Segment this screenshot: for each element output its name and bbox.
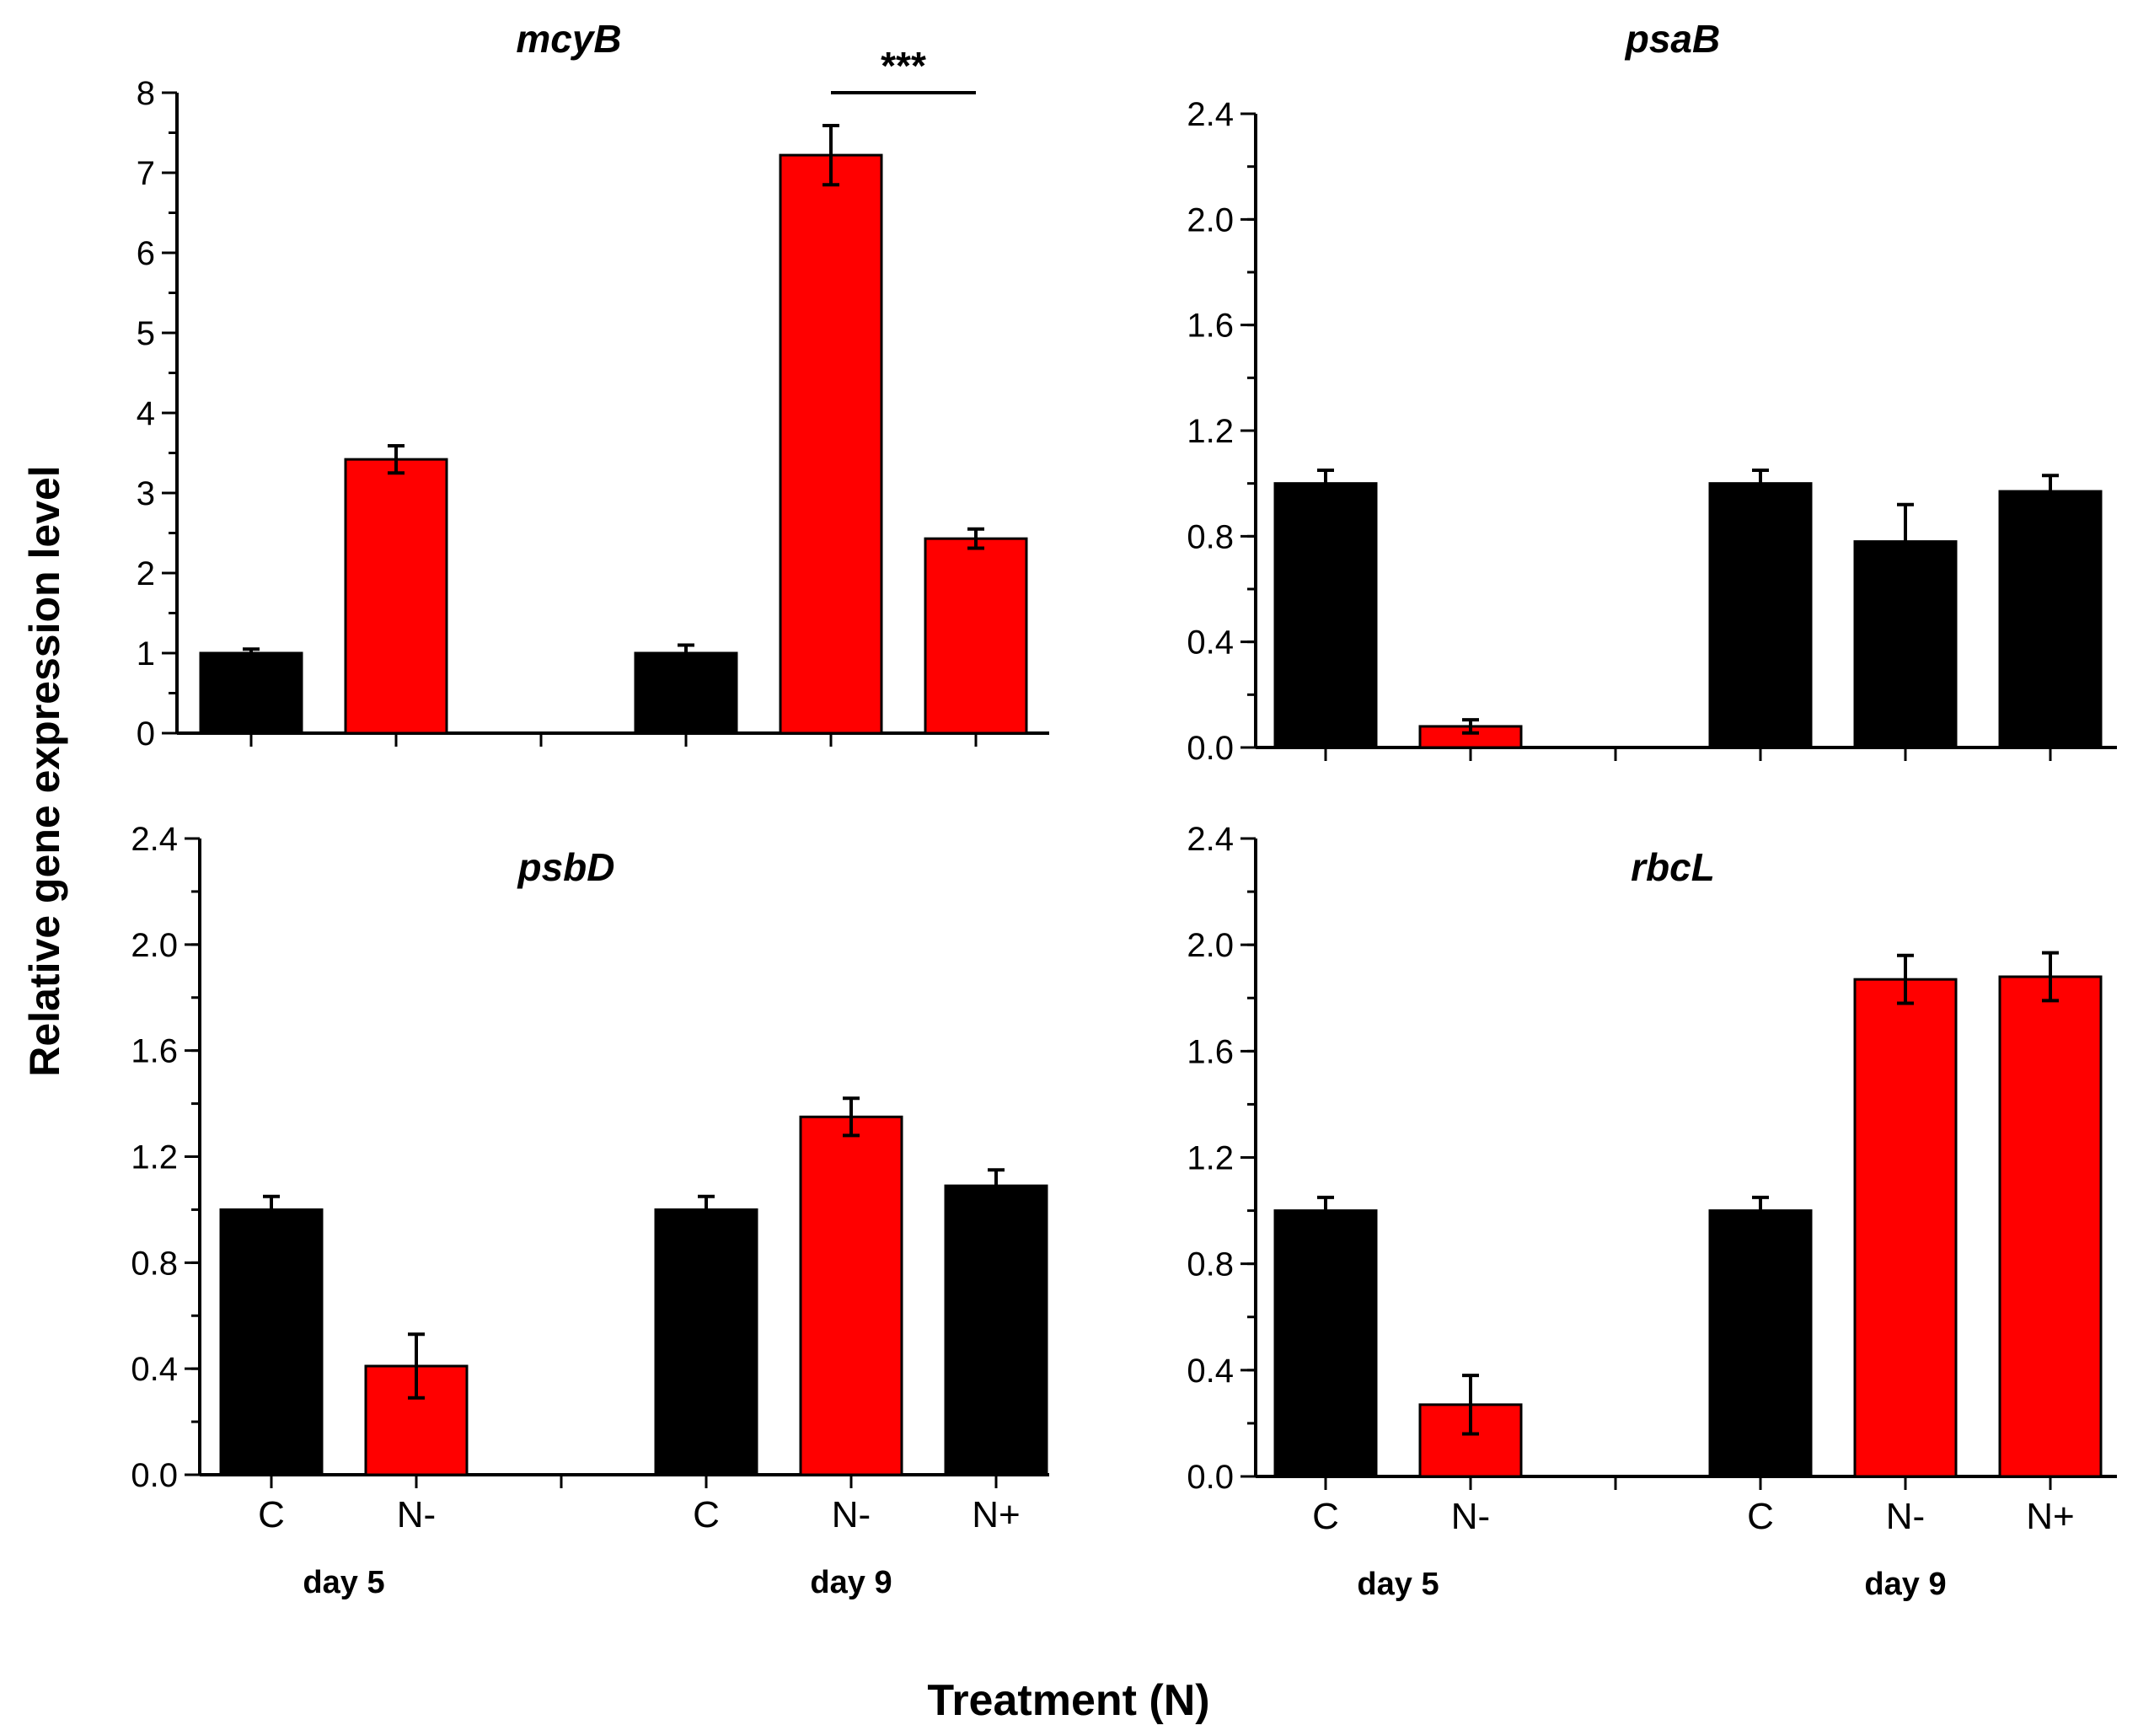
x-category-label: N- [1886, 1496, 1925, 1537]
x-category-label: N+ [2026, 1496, 2074, 1537]
y-axis-label: Relative gene expression level [21, 465, 68, 1076]
y-tick-label: 2.4 [1187, 96, 1234, 133]
bar-mcyB-4 [779, 153, 883, 735]
significance-label: *** [881, 44, 926, 88]
y-tick-label: 2.4 [131, 821, 178, 858]
y-tick-label: 1.6 [1187, 1033, 1234, 1070]
y-tick-label: 2.0 [1187, 927, 1234, 964]
x-category-label: N- [1451, 1496, 1490, 1537]
bar-psaB-3 [1708, 482, 1813, 749]
group-label: day 9 [810, 1565, 892, 1600]
y-tick-label: 2.0 [1187, 201, 1234, 238]
x-category-label: N+ [972, 1494, 1020, 1535]
y-tick-label: 0.8 [1187, 1246, 1234, 1283]
bar-rbcL-4 [1853, 978, 1958, 1478]
y-tick-label: 1.6 [1187, 308, 1234, 345]
chart-panel-rbcL: rbcL 0.0 0.4 0.8 1.2 1.6 2.0 2.4 C N- C N- N+ day 5 da… [1187, 821, 2117, 1602]
bar-rbcL-0 [1273, 1209, 1378, 1478]
y-tick-label: 8 [137, 75, 155, 112]
bar-mcyB-1 [344, 458, 448, 735]
y-tick-label: 1.2 [1187, 413, 1234, 450]
group-label: day 9 [1864, 1567, 1946, 1602]
y-tick-label: 0.4 [1187, 1353, 1234, 1390]
panel-title: rbcL [1631, 845, 1715, 889]
y-tick-label: 2 [137, 555, 155, 592]
bar-mcyB-0 [199, 651, 303, 735]
y-tick-label: 5 [137, 315, 155, 352]
x-category-label: C [1312, 1496, 1339, 1537]
chart-panel-mcyB: mcyB 0 1 2 3 4 5 6 7 8 *** [137, 17, 1049, 753]
bar-psaB-4 [1853, 540, 1958, 749]
y-tick-label: 0.8 [1187, 518, 1234, 555]
bar-psbD-0 [219, 1208, 324, 1476]
group-label: day 5 [303, 1565, 384, 1600]
y-tick-label: 0 [137, 715, 155, 753]
chart-panel-psaB: psaB 0.0 0.4 0.8 1.2 1.6 2.0 2.4 [1187, 17, 2117, 767]
group-label: day 5 [1357, 1567, 1439, 1602]
y-tick-label: 1.2 [1187, 1140, 1234, 1177]
x-axis-label: Treatment (N) [927, 1676, 1209, 1725]
y-tick-label: 3 [137, 475, 155, 512]
y-tick-label: 0.4 [1187, 624, 1234, 662]
y-tick-label: 2.4 [1187, 821, 1234, 858]
y-tick-label: 4 [137, 395, 155, 432]
y-tick-label: 0.8 [131, 1245, 178, 1282]
y-tick-label: 1.6 [131, 1033, 178, 1070]
x-category-label: C [258, 1494, 285, 1535]
panel-title: psaB [1624, 17, 1720, 61]
bar-mcyB-5 [924, 537, 1028, 735]
y-tick-label: 0.0 [1187, 730, 1234, 767]
panel-title: mcyB [516, 17, 621, 61]
bar-psaB-5 [1998, 490, 2103, 749]
y-tick-label: 0.4 [131, 1351, 178, 1388]
y-tick-label: 2.0 [131, 927, 178, 964]
y-tick-label: 1 [137, 635, 155, 672]
bar-psbD-3 [654, 1208, 758, 1476]
x-category-label: N- [832, 1494, 871, 1535]
chart-panel-psbD: psbD 0.0 0.4 0.8 1.2 1.6 2.0 2.4 C N- C N- N+ day 5 da… [131, 821, 1049, 1600]
bar-psbD-5 [944, 1184, 1048, 1476]
y-tick-label: 0.0 [1187, 1459, 1234, 1496]
y-tick-label: 7 [137, 155, 155, 192]
bar-psaB-0 [1273, 482, 1378, 749]
x-category-label: C [693, 1494, 720, 1535]
x-category-label: C [1747, 1496, 1774, 1537]
bar-rbcL-1 [1418, 1403, 1523, 1478]
bar-rbcL-5 [1998, 975, 2103, 1478]
x-category-label: N- [397, 1494, 436, 1535]
bar-psbD-4 [799, 1115, 903, 1476]
y-tick-label: 1.2 [131, 1139, 178, 1176]
bar-mcyB-3 [634, 651, 738, 735]
y-tick-label: 6 [137, 235, 155, 272]
y-tick-label: 0.0 [131, 1457, 178, 1494]
panel-title: psbD [517, 845, 615, 889]
bar-rbcL-3 [1708, 1209, 1813, 1478]
